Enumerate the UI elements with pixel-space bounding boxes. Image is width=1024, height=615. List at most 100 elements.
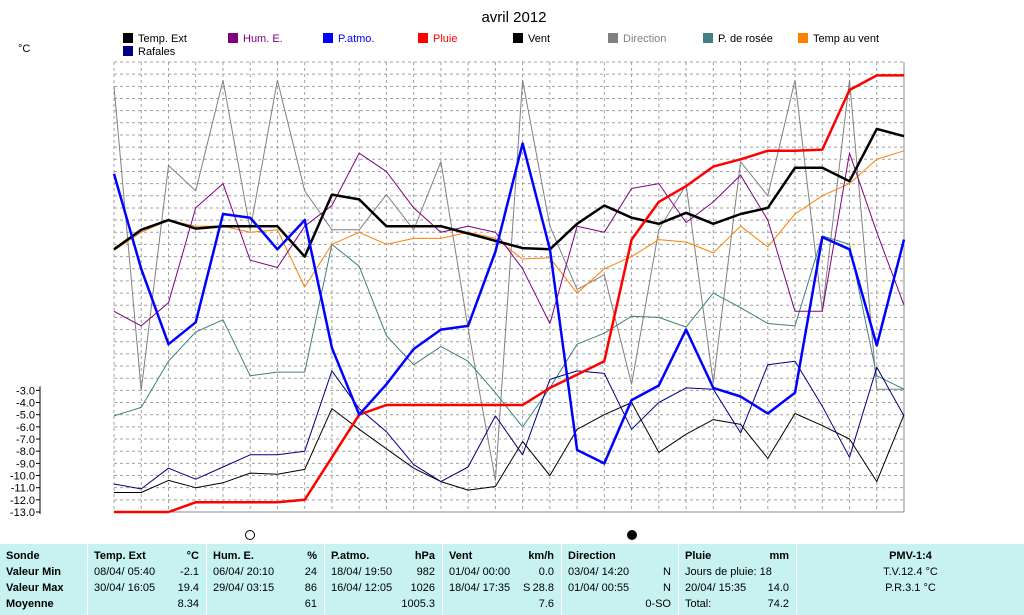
temp-max: 19.4	[177, 582, 199, 594]
patmo-min: 982	[416, 566, 435, 578]
stats-panel: Sonde Valeur Min Valeur Max Moyenne Temp…	[0, 544, 1024, 615]
direction-min-time: 03/04/ 14:20	[568, 566, 630, 578]
patmo-header: P.atmo.	[331, 550, 370, 562]
y-tick-label: -12.0	[10, 495, 35, 507]
temp-unit: °C	[186, 550, 199, 562]
legend-swatch	[608, 33, 618, 43]
series-line-pluie	[114, 74, 904, 514]
pluie-total: 74.2	[767, 598, 789, 610]
vent-avg: 7.6	[538, 598, 554, 610]
legend-item: Rafales	[123, 46, 176, 58]
direction-min: N	[663, 566, 671, 578]
series-line-hum-e	[113, 152, 905, 327]
vent-header: Vent	[449, 550, 473, 562]
hum-header: Hum. E.	[213, 550, 254, 562]
y-tick-label: -7.0	[16, 434, 35, 446]
series-line-direction	[113, 79, 904, 481]
legend-label: Rafales	[138, 46, 176, 58]
label-min: Valeur Min	[6, 566, 62, 578]
pluie-header: Pluie	[685, 550, 712, 562]
legend-label: Temp au vent	[813, 33, 879, 45]
temp-max-time: 30/04/ 16:05	[94, 582, 156, 594]
legend-item: P.atmo.	[323, 33, 375, 45]
legend-item: P. de rosée	[703, 33, 773, 45]
legend-swatch	[123, 33, 133, 43]
patmo-min-time: 18/04/ 19:50	[331, 566, 393, 578]
legend-swatch	[323, 33, 333, 43]
legend-item: Temp au vent	[798, 33, 879, 45]
hum-min-time: 06/04/ 20:10	[213, 566, 275, 578]
pluie-max-time: 20/04/ 15:35	[685, 582, 747, 594]
legend-swatch	[123, 46, 133, 56]
pluie-max: 14.0	[767, 582, 789, 594]
stats-direction: Direction 03/04/ 14:20 N 01/04/ 00:55 N 0-…	[562, 544, 677, 615]
stats-vent: Vent km/h 01/04/ 00:00 0.0 18/04/ 17:35 S 28…	[443, 544, 560, 615]
vent-min: 0.0	[538, 566, 554, 578]
stats-pluie: Pluie mm Jours de pluie: 18 20/04/ 15:35 1…	[679, 544, 795, 615]
hum-unit: %	[307, 550, 317, 562]
legend-label: Temp. Ext	[138, 33, 187, 45]
chart-title: avril 2012	[481, 9, 546, 26]
legend-label: P.atmo.	[338, 33, 375, 45]
series-line-p-de-ros-e	[113, 235, 905, 428]
direction-max-time: 01/04/ 00:55	[568, 582, 630, 594]
vent-max: 28.8	[532, 582, 554, 594]
legend-item: Hum. E.	[228, 33, 283, 45]
legend-item: Temp. Ext	[123, 33, 187, 45]
stats-patmo: P.atmo. hPa 18/04/ 19:50 982 16/04/ 12:05 1…	[325, 544, 441, 615]
legend-swatch	[798, 33, 808, 43]
hum-max: 86	[304, 582, 317, 594]
chart: avril 2012 °C Temp. Ext Hum. E. P.atmo. Plu…	[10, 9, 906, 519]
temp-header: Temp. Ext	[94, 550, 146, 562]
vent-max-dir: S	[523, 582, 531, 594]
full-moon-icon	[626, 530, 637, 540]
y-tick-label: -5.0	[16, 410, 35, 422]
y-tick-label: -9.0	[16, 458, 35, 470]
y-tick-label: -3.0	[16, 385, 35, 397]
series-line-rafales	[113, 360, 905, 490]
legend-label: Direction	[623, 33, 666, 45]
y-tick-label: -8.0	[16, 446, 35, 458]
label-max: Valeur Max	[6, 582, 64, 594]
direction-max: N	[663, 582, 671, 594]
plot-grid	[113, 61, 905, 513]
temp-avg: 8.34	[177, 598, 199, 610]
label-avg: Moyenne	[6, 598, 54, 610]
y-tick-label: -4.0	[16, 398, 35, 410]
stats-temp: Temp. Ext °C 08/04/ 05:40 -2.1 30/04/ 16:0…	[88, 544, 205, 615]
legend-label: Vent	[528, 33, 550, 45]
stats-pmv: PMV-1:4 T.V.12.4 °C P.R.3.1 °C	[797, 544, 1024, 615]
legend-swatch	[418, 33, 428, 43]
legend-swatch	[228, 33, 238, 43]
series-lines	[112, 74, 906, 514]
legend-item: Pluie	[418, 33, 457, 45]
legend-label: P. de rosée	[718, 33, 773, 45]
y-tick-label: -10.0	[10, 471, 35, 483]
series-line-temp-ext	[113, 127, 905, 258]
legend-swatch	[703, 33, 713, 43]
hum-avg: 61	[304, 598, 317, 610]
direction-header: Direction	[568, 550, 616, 562]
y-tick-label: -11.0	[11, 483, 35, 495]
pmv-header: PMV-1:4	[889, 550, 932, 562]
pluie-rain-days: Jours de pluie: 18	[685, 566, 772, 578]
pluie-unit: mm	[769, 550, 789, 562]
legend-label: Pluie	[433, 33, 457, 45]
hum-min: 24	[304, 566, 317, 578]
hum-max-time: 29/04/ 03:15	[213, 582, 275, 594]
y-axis-unit: °C	[18, 43, 30, 55]
legend-item: Direction	[608, 33, 666, 45]
patmo-unit: hPa	[414, 550, 435, 562]
series-line-temp-au-vent	[113, 150, 905, 294]
vent-unit: km/h	[528, 550, 554, 562]
legend: Temp. Ext Hum. E. P.atmo. Pluie Vent Directio…	[123, 33, 879, 58]
new-moon-icon	[245, 530, 256, 540]
series-line-p-atmo	[112, 142, 906, 465]
pmv-tv: T.V.12.4 °C	[883, 566, 938, 578]
stats-labels: Sonde Valeur Min Valeur Max Moyenne	[0, 544, 86, 615]
legend-item: Vent	[513, 33, 550, 45]
legend-swatch	[513, 33, 523, 43]
pmv-pr: P.R.3.1 °C	[885, 582, 936, 594]
temp-min-time: 08/04/ 05:40	[94, 566, 156, 578]
y-axis-ticks: -3.0-4.0-5.0-6.0-7.0-8.0-9.0-10.0-11.0-1…	[10, 385, 41, 519]
